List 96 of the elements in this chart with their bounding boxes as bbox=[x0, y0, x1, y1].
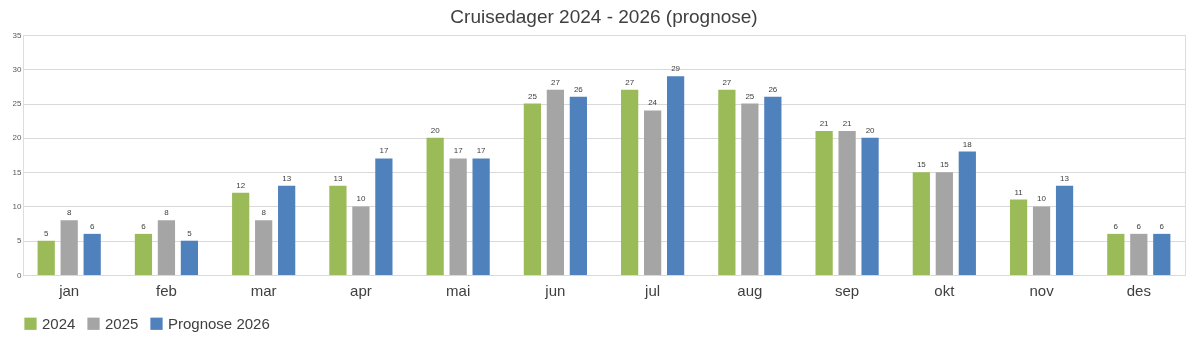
bar bbox=[621, 89, 639, 275]
bar bbox=[1130, 233, 1148, 275]
x-tick-label: sep bbox=[835, 281, 860, 299]
bar bbox=[1009, 199, 1028, 275]
bar bbox=[1055, 185, 1074, 275]
x-tick-label: des bbox=[1126, 281, 1151, 299]
x-tick-label: jun bbox=[544, 281, 566, 299]
data-label: 5 bbox=[187, 228, 193, 238]
data-label: 13 bbox=[333, 173, 343, 183]
data-label: 20 bbox=[865, 125, 876, 135]
data-label: 17 bbox=[379, 146, 389, 156]
data-label: 6 bbox=[141, 221, 147, 231]
chart-title: Cruisedager 2024 - 2026 (prognose) bbox=[450, 6, 758, 27]
data-label: 26 bbox=[768, 84, 778, 94]
data-label: 27 bbox=[625, 77, 635, 87]
data-label: 8 bbox=[261, 208, 267, 218]
data-label: 6 bbox=[1136, 221, 1142, 231]
bar bbox=[1032, 206, 1051, 275]
bar bbox=[426, 137, 444, 275]
bar bbox=[815, 131, 833, 275]
y-tick-label: 25 bbox=[12, 99, 23, 109]
bar bbox=[666, 76, 685, 275]
bar bbox=[838, 131, 856, 275]
bar bbox=[329, 185, 347, 275]
bar bbox=[375, 158, 393, 275]
bar bbox=[935, 172, 953, 275]
x-tick-label: mar bbox=[250, 281, 277, 299]
data-label: 11 bbox=[1014, 187, 1024, 197]
bar bbox=[60, 220, 78, 275]
bar bbox=[644, 110, 662, 275]
bar bbox=[764, 96, 782, 275]
x-tick-label: feb bbox=[156, 281, 177, 299]
y-tick-label: 20 bbox=[12, 133, 23, 143]
data-label: 29 bbox=[671, 64, 681, 74]
legend-label: Prognose 2026 bbox=[168, 314, 270, 332]
data-label: 10 bbox=[1037, 194, 1047, 204]
bar bbox=[1107, 233, 1125, 275]
data-label: 27 bbox=[722, 77, 732, 87]
data-label: 25 bbox=[745, 91, 755, 101]
bar bbox=[958, 151, 976, 275]
data-label: 6 bbox=[89, 221, 95, 231]
bar bbox=[180, 240, 199, 275]
y-tick-label: 35 bbox=[12, 30, 23, 40]
data-label: 8 bbox=[66, 208, 72, 218]
bar bbox=[232, 192, 250, 275]
data-label: 15 bbox=[916, 160, 927, 170]
y-tick-label: 10 bbox=[12, 201, 23, 211]
bar bbox=[912, 172, 930, 275]
data-label: 27 bbox=[550, 77, 561, 87]
data-label: 24 bbox=[648, 98, 658, 108]
bar bbox=[255, 220, 273, 275]
x-tick-label: jul bbox=[644, 281, 661, 299]
data-label: 13 bbox=[1060, 173, 1070, 183]
data-label: 26 bbox=[573, 84, 584, 94]
x-tick-label: apr bbox=[350, 281, 372, 299]
bar bbox=[1153, 233, 1171, 275]
data-label: 18 bbox=[962, 139, 973, 149]
data-label: 15 bbox=[939, 160, 950, 170]
data-label: 21 bbox=[819, 119, 830, 128]
bar bbox=[569, 96, 587, 275]
x-tick-label: nov bbox=[1029, 281, 1055, 299]
data-label: 12 bbox=[236, 180, 246, 190]
data-label: 10 bbox=[356, 194, 366, 204]
x-tick-label: mai bbox=[446, 281, 471, 299]
y-tick-label: 0 bbox=[17, 270, 23, 280]
bar bbox=[157, 220, 176, 275]
bar bbox=[352, 206, 370, 275]
x-tick-label: aug bbox=[737, 281, 763, 299]
bar bbox=[278, 185, 296, 275]
x-tick-label: jan bbox=[58, 281, 80, 299]
y-tick-label: 30 bbox=[12, 64, 23, 74]
bar bbox=[861, 137, 879, 275]
data-label: 25 bbox=[527, 91, 538, 101]
data-label: 17 bbox=[453, 146, 464, 156]
bar bbox=[37, 240, 55, 275]
data-label: 6 bbox=[1113, 221, 1119, 231]
legend-label: 2024 bbox=[42, 314, 76, 332]
data-label: 21 bbox=[842, 119, 853, 128]
y-tick-label: 5 bbox=[17, 236, 23, 246]
data-label: 13 bbox=[282, 173, 292, 183]
data-label: 20 bbox=[430, 125, 441, 135]
bar bbox=[134, 233, 153, 275]
bar bbox=[718, 89, 736, 275]
y-tick-label: 15 bbox=[12, 167, 23, 177]
bar bbox=[523, 103, 542, 275]
bar bbox=[741, 103, 759, 275]
data-label: 6 bbox=[1159, 221, 1165, 231]
data-label: 17 bbox=[476, 146, 487, 156]
data-label: 5 bbox=[43, 228, 49, 238]
bar bbox=[472, 158, 490, 275]
bar bbox=[546, 89, 564, 275]
legend-label: 2025 bbox=[105, 314, 139, 332]
bar bbox=[449, 158, 467, 275]
x-tick-label: okt bbox=[934, 281, 956, 299]
data-label: 8 bbox=[164, 208, 170, 218]
bar bbox=[83, 233, 101, 275]
